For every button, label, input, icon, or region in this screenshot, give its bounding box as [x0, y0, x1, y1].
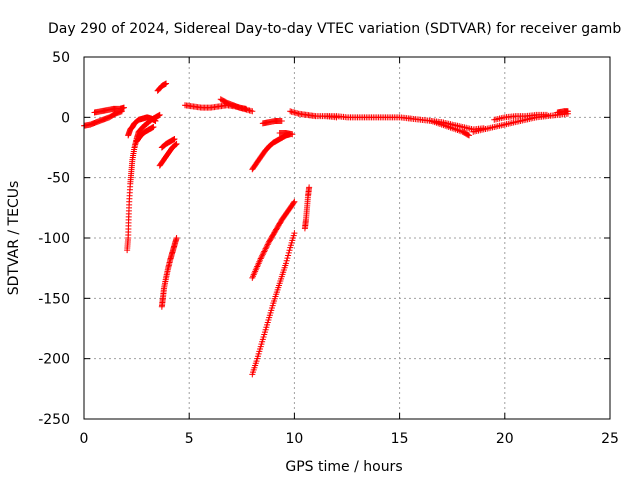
data-point [543, 111, 550, 118]
data-point [261, 247, 268, 254]
chart-title: Day 290 of 2024, Sidereal Day-to-day VTE… [48, 21, 621, 37]
y-tick-label: -50 [47, 171, 70, 187]
x-axis-label: GPS time / hours [285, 459, 402, 475]
data-point [150, 123, 157, 130]
series-arc-9 [158, 235, 180, 310]
series-arc-11 [217, 96, 250, 112]
data-point-fill [259, 251, 266, 258]
x-tick-label: 5 [185, 431, 194, 447]
data-point-fill [265, 240, 272, 247]
data-point [243, 105, 250, 112]
series-arc-3 [124, 111, 163, 254]
data-point [249, 108, 256, 115]
plot-frame [83, 56, 611, 420]
data-point [278, 117, 285, 124]
series-arc-7 [158, 136, 178, 151]
series-arc-1 [81, 108, 125, 129]
data-point [173, 140, 180, 147]
series-arc-4 [125, 114, 159, 139]
y-tick-label: 50 [52, 50, 70, 66]
data-point [156, 111, 163, 118]
series-arc-13 [259, 117, 285, 127]
data-point-fill [263, 244, 270, 251]
series-arc-2 [91, 104, 127, 116]
data-point-fill [172, 142, 179, 149]
x-tick-label: 0 [80, 431, 89, 447]
data-point-fill [284, 255, 291, 262]
series-arc-6 [156, 140, 180, 169]
series-arc-5 [133, 123, 157, 145]
x-tick-label: 10 [285, 431, 303, 447]
series-arc-23 [491, 111, 550, 123]
y-tick-label: 0 [61, 110, 70, 126]
data-point-fill [290, 199, 297, 206]
series-arc-14 [276, 130, 296, 138]
data-point-fill [260, 249, 267, 256]
data-point [466, 132, 473, 139]
data-point-fill [286, 247, 293, 254]
data-point-fill [262, 245, 269, 252]
data-point-fill [283, 257, 290, 264]
y-tick-label: -200 [38, 352, 70, 368]
data-point [120, 104, 127, 111]
series-arc-24 [554, 108, 571, 116]
data-point-fill [264, 242, 271, 249]
y-tick-label: -150 [38, 291, 70, 307]
series-arc-21 [428, 117, 473, 139]
x-tick-label: 20 [496, 431, 514, 447]
y-axis-label: SDTVAR / TECUs [6, 181, 22, 296]
data-point-fill [172, 141, 179, 148]
data-point-fill [259, 252, 266, 259]
data-point [163, 80, 170, 87]
data-point [152, 117, 159, 124]
data-point [291, 230, 298, 237]
series-arc-15 [249, 198, 298, 281]
data-point-fill [258, 254, 265, 261]
y-tick-label: -100 [38, 231, 70, 247]
data-point-fill [261, 248, 268, 255]
data-point [564, 108, 571, 115]
x-tick-label: 15 [391, 431, 409, 447]
data-point-fill [464, 131, 471, 138]
data-point-fill [285, 249, 292, 256]
data-point [291, 198, 298, 205]
data-point [282, 260, 289, 267]
series-arc-16 [249, 230, 298, 378]
data-point [173, 235, 180, 241]
x-tick-label: 25 [601, 431, 619, 447]
data-point [306, 184, 313, 191]
series-arc-17 [301, 184, 313, 232]
data-point [171, 136, 178, 143]
data-point-fill [264, 241, 271, 248]
data-point [289, 131, 296, 138]
data-layer [81, 80, 571, 378]
y-tick-label: -250 [38, 412, 70, 428]
series-arc-8 [154, 80, 170, 94]
data-point-fill [285, 252, 292, 259]
data-point [257, 255, 264, 262]
tick-layer: 0 5 10 15 20 25 50 0 -50 -100 -150 -200 -250 [38, 50, 619, 447]
